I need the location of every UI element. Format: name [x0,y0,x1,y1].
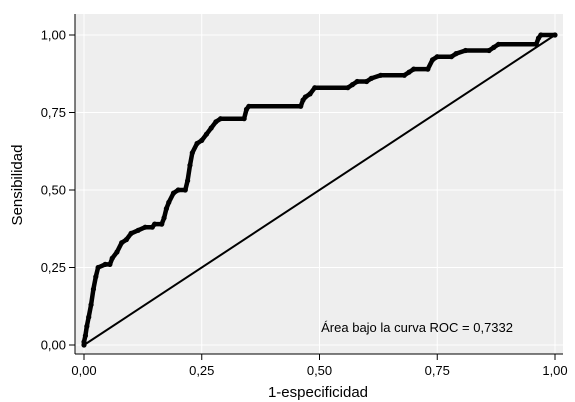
x-tick-label: 0,50 [307,363,332,378]
roc-point [135,227,141,233]
roc-point [378,72,384,78]
y-tick-label: 0,00 [41,338,66,353]
roc-point [81,339,87,345]
roc-point [114,249,120,255]
y-tick-label: 0,50 [41,183,66,198]
roc-point [307,91,313,97]
roc-point [429,57,436,63]
roc-point [217,116,224,122]
roc-point [364,78,370,85]
roc-point [109,255,115,261]
roc-point [491,44,497,51]
roc-point [123,237,129,243]
y-tick-label: 1,00 [41,28,66,43]
roc-point [401,72,407,78]
roc-point [93,274,99,280]
grid [75,14,563,354]
y-tick-label: 0,75 [41,105,66,120]
x-tick-label: 1,00 [542,363,567,378]
roc-point [495,41,502,47]
y-axis-title: Sensibilidad [9,145,26,226]
roc-point [128,230,134,236]
roc-point [354,78,360,85]
roc-point [203,131,210,137]
roc-point [425,66,431,72]
roc-point [345,85,351,91]
roc-point [533,41,539,47]
roc-point [170,190,177,196]
roc-point [152,221,158,227]
roc-point [349,82,356,88]
roc-point [302,94,308,100]
roc-point [312,85,318,91]
x-axis-title: 1-especificidad [268,384,368,401]
roc-point [241,116,247,122]
roc-point [194,140,200,147]
roc-point [453,51,459,57]
roc-point [185,178,191,184]
roc-point [199,137,205,143]
roc-point [406,69,412,75]
roc-point [189,150,195,156]
y-tick-label: 0,25 [41,260,66,275]
reference-line [83,34,556,346]
roc-point [175,187,181,193]
roc-point [411,66,417,72]
roc-point [95,264,101,271]
x-tick-label: 0,75 [425,363,450,378]
axes: 0,00 0,25 0,50 0,75 1,00 0,00 0,25 0,50 0,75 1,00 [41,14,568,378]
series-layer [81,32,558,348]
roc-point [107,261,113,267]
roc-point [538,32,544,38]
roc-point [448,54,454,60]
roc-point [102,261,108,267]
roc-point [486,47,492,54]
roc-point [161,215,167,221]
roc-point [434,54,440,60]
roc-point [142,224,148,230]
roc-point [368,75,374,81]
auc-annotation: Área bajo la curva ROC = 0,7332 [321,320,513,335]
roc-point [552,32,558,38]
roc-point [462,47,469,54]
roc-point [88,302,94,308]
roc-point [166,199,172,205]
roc-point [187,162,193,168]
roc-point [208,125,214,131]
roc-point [182,187,188,193]
x-tick-label: 0,00 [71,363,96,378]
roc-point [84,323,90,329]
roc-point [82,333,89,339]
x-tick-label: 0,25 [189,363,214,378]
roc-point [119,240,125,246]
roc-point [213,119,219,125]
roc-point [86,314,92,320]
roc-point [159,221,165,227]
roc-point [90,286,97,292]
roc-point [298,103,304,109]
roc-point [163,206,170,212]
roc-point [246,103,252,109]
